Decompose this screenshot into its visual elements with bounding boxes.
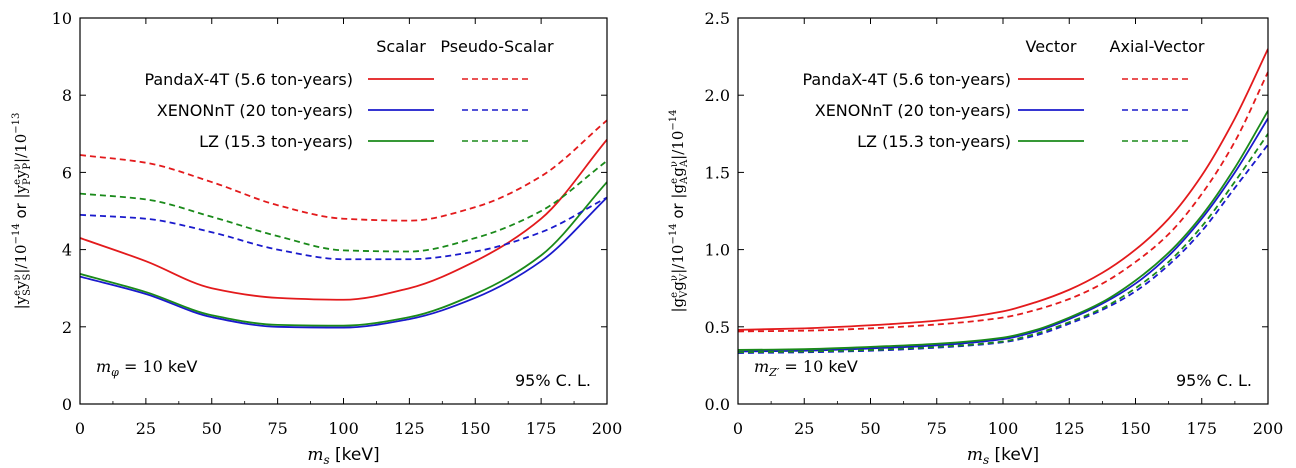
x-tick-label: 100 xyxy=(328,419,359,438)
x-tick-label: 150 xyxy=(460,419,491,438)
mass-annotation: mZ′ = 10 keV xyxy=(754,357,858,379)
plot-area xyxy=(80,119,607,329)
series-line-lz-pseudo-scalar xyxy=(80,160,607,253)
legend-label: XENONnT (20 ton-years) xyxy=(815,101,1011,120)
legend-header-col2: Pseudo-Scalar xyxy=(440,37,554,56)
x-tick-label: 50 xyxy=(202,419,222,438)
legend-label: XENONnT (20 ton-years) xyxy=(157,101,353,120)
series-line-pandax-4t-scalar xyxy=(80,139,607,301)
x-tick-label: 175 xyxy=(1186,419,1217,438)
y-tick-label: 2 xyxy=(62,318,72,337)
x-tick-label: 200 xyxy=(592,419,623,438)
legend: Vector Axial-Vector PandaX-4T (5.6 ton-yea… xyxy=(802,37,1204,151)
y-axis-label: |geVgνV|/10−14 or |geAgνA|/10−14 xyxy=(668,109,690,312)
x-tick-label: 200 xyxy=(1253,419,1284,438)
series-line-pandax-4t-pseudo-scalar xyxy=(80,119,607,222)
series-line-xenonnt-axial-vector xyxy=(738,144,1268,354)
legend-label: PandaX-4T (5.6 ton-years) xyxy=(144,70,353,89)
series-line-lz-axial-vector xyxy=(738,133,1268,354)
x-tick-label: 75 xyxy=(267,419,287,438)
y-tick-label: 10 xyxy=(52,9,72,28)
series-line-xenonnt-pseudo-scalar xyxy=(80,196,607,261)
series-line-pandax-4t-vector xyxy=(738,48,1268,331)
y-tick-label: 6 xyxy=(62,163,72,182)
confidence-level-annotation: 95% C. L. xyxy=(1176,371,1252,390)
x-axis-label: ms [keV] xyxy=(307,445,379,467)
legend: Scalar Pseudo-Scalar PandaX-4T (5.6 ton-ye… xyxy=(144,37,554,151)
x-tick-label: 175 xyxy=(526,419,557,438)
panel-2: 0 25 50 75 100 125 150 175 200 0.0 0.5 1.0 1.5 2.0 2.5… xyxy=(668,9,1283,467)
series-line-xenonnt-vector xyxy=(738,117,1268,353)
y-axis-label: |yeSyνS|/10−14 or |yePyνP|/10−13 xyxy=(11,113,33,310)
legend-label: LZ (15.3 ton-years) xyxy=(199,132,353,151)
series-line-lz-scalar xyxy=(80,181,607,327)
x-tick-label: 0 xyxy=(75,419,85,438)
x-axis-label: ms [keV] xyxy=(967,445,1039,467)
series-line-xenonnt-scalar xyxy=(80,196,607,329)
y-tick-label: 4 xyxy=(62,241,72,260)
y-tick-label: 1.0 xyxy=(705,241,730,260)
x-tick-label: 125 xyxy=(1054,419,1085,438)
confidence-level-annotation: 95% C. L. xyxy=(515,371,591,390)
x-tick-label: 100 xyxy=(988,419,1019,438)
x-tick-label: 75 xyxy=(927,419,947,438)
mass-annotation: mφ = 10 keV xyxy=(96,357,197,379)
legend-label: LZ (15.3 ton-years) xyxy=(857,132,1011,151)
x-tick-label: 150 xyxy=(1120,419,1151,438)
x-tick-label: 25 xyxy=(794,419,814,438)
plot-area xyxy=(738,48,1268,354)
legend-header-col2: Axial-Vector xyxy=(1110,37,1205,56)
y-tick-label: 0.5 xyxy=(705,318,730,337)
series-line-lz-vector xyxy=(738,110,1268,351)
legend-label: PandaX-4T (5.6 ton-years) xyxy=(802,70,1011,89)
y-tick-label: 0.0 xyxy=(705,395,730,414)
y-tick-label: 0 xyxy=(62,395,72,414)
y-tick-label: 1.5 xyxy=(705,163,730,182)
legend-header-col1: Scalar xyxy=(376,37,426,56)
x-tick-label: 50 xyxy=(860,419,880,438)
x-tick-label: 0 xyxy=(733,419,743,438)
y-tick-label: 8 xyxy=(62,86,72,105)
x-tick-label: 125 xyxy=(394,419,425,438)
legend-header-col1: Vector xyxy=(1026,37,1077,56)
series-line-pandax-4t-axial-vector xyxy=(738,71,1268,333)
x-tick-label: 25 xyxy=(136,419,156,438)
y-tick-label: 2.0 xyxy=(705,86,730,105)
y-tick-label: 2.5 xyxy=(705,9,730,28)
panel-1: 0 25 50 75 100 125 150 175 200 0 2 4 6 8 10 ms [keV] |ye… xyxy=(11,9,622,467)
